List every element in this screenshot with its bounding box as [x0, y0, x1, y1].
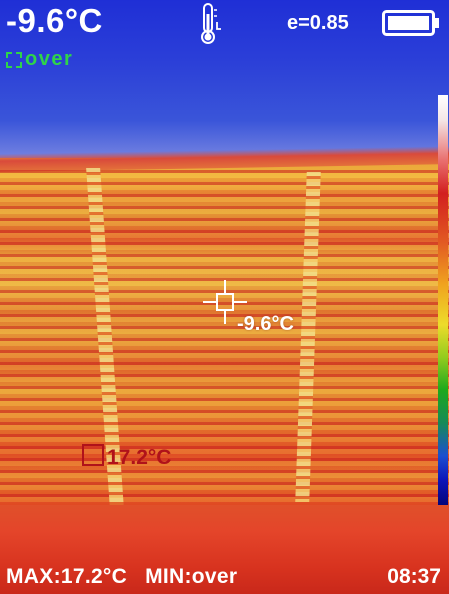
clock-time: 08:37: [387, 565, 441, 588]
spot-bracket-icon: [6, 51, 22, 68]
thermal-sky-region: [0, 0, 449, 172]
min-temperature-label: MIN:over: [145, 565, 238, 588]
min-max-readout: MAX:17.2°C MIN:over: [6, 565, 255, 589]
thermometer-icon: [201, 3, 221, 44]
emissivity-value: e=0.85: [287, 12, 349, 34]
battery-full-icon: [382, 10, 439, 36]
max-temperature-label: MAX:17.2°C: [6, 565, 128, 588]
max-spot-temperature: 17.2°C: [107, 446, 172, 469]
temperature-color-scale: [438, 95, 448, 505]
roof-panel-stripes: [0, 170, 449, 510]
alarm-status-label: over: [25, 48, 74, 70]
center-crosshair-icon: [203, 280, 247, 324]
alarm-status: over: [6, 48, 73, 71]
crosshair-temperature: -9.6°C: [237, 313, 294, 335]
center-temperature-readout: -9.6°C: [6, 2, 103, 39]
thermal-foreground-region: [0, 505, 449, 594]
max-spot-marker: [82, 444, 104, 466]
